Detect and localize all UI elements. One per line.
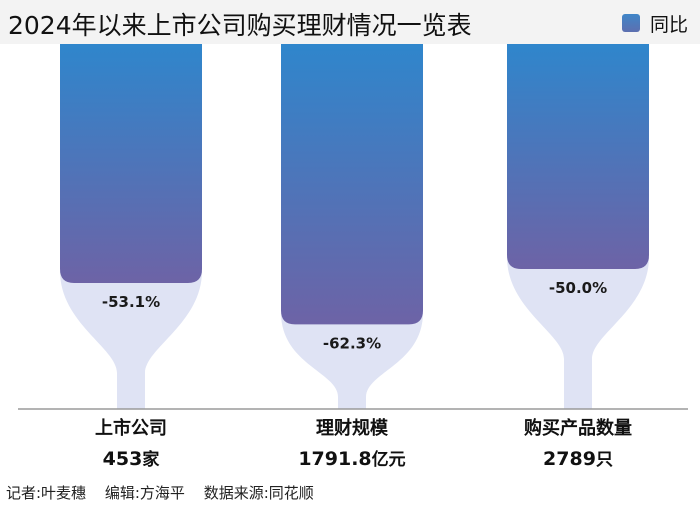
- header-bar: 2024年以来上市公司购买理财情况一览表 同比: [0, 0, 700, 44]
- flask-shape: [281, 312, 423, 409]
- bar: [60, 44, 202, 283]
- flask-shape: [507, 257, 649, 409]
- category-label: 上市公司: [95, 417, 167, 439]
- footer-credits: 记者:叶麦穗 编辑:方海平 数据来源:同花顺: [6, 482, 328, 503]
- total-value-label: 1791.8亿元: [298, 448, 405, 470]
- editor-credit: 编辑:方海平: [104, 484, 185, 502]
- total-value-label: 2789只: [543, 448, 613, 470]
- data-label: -53.1%: [102, 293, 160, 311]
- chart-area: -53.1% 上市公司 453家 -62.3% 理财规模 1791.8亿元 -50.0% 购买…: [18, 44, 688, 470]
- category-label: 理财规模: [316, 417, 389, 439]
- flask-shape: [60, 270, 202, 409]
- category-label: 购买产品数量: [524, 417, 632, 439]
- bar: [507, 44, 649, 269]
- bar: [281, 44, 423, 325]
- legend: 同比: [621, 10, 688, 36]
- source-credit: 数据来源:同花顺: [203, 484, 314, 502]
- reporter-credit: 记者:叶麦穗: [6, 484, 87, 502]
- data-label: -50.0%: [549, 279, 607, 297]
- total-value-label: 453家: [103, 448, 160, 470]
- data-label: -62.3%: [323, 334, 381, 352]
- legend-swatch: [621, 14, 640, 32]
- chart-title: 2024年以来上市公司购买理财情况一览表: [8, 11, 472, 40]
- legend-label: 同比: [649, 13, 688, 36]
